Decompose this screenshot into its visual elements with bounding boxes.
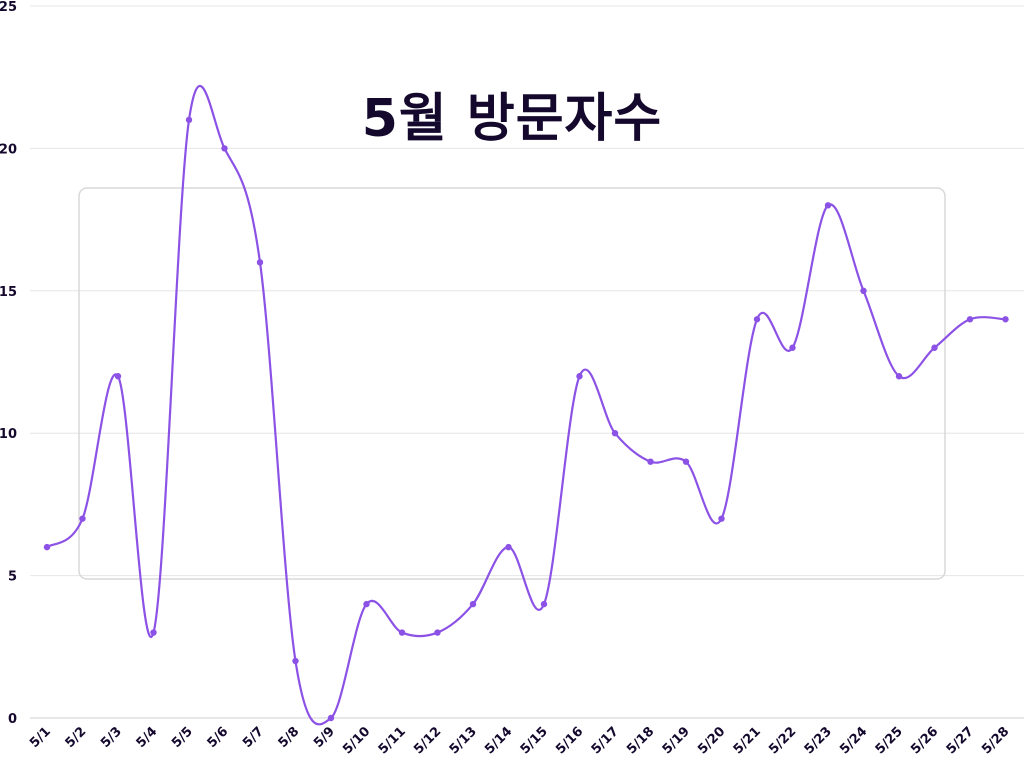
x-tick-label: 5/25 <box>873 724 906 757</box>
data-point <box>469 600 477 608</box>
series-line <box>46 85 1006 726</box>
x-tick-label: 5/23 <box>802 724 835 757</box>
data-points <box>43 116 1009 722</box>
data-point <box>576 373 583 380</box>
y-axis-tick-labels: 0 5 10 15 20 25 <box>0 0 17 727</box>
x-tick-label: 5/21 <box>731 724 764 757</box>
x-tick-label: 5/15 <box>518 724 551 757</box>
data-point <box>1002 316 1009 323</box>
data-point <box>150 629 157 636</box>
x-tick-label: 5/11 <box>376 724 409 757</box>
data-point <box>43 543 51 551</box>
data-point <box>434 629 441 636</box>
x-tick-label: 5/7 <box>240 724 267 751</box>
y-tick-label: 5 <box>8 570 17 585</box>
x-tick-label: 5/17 <box>589 724 622 757</box>
x-tick-label: 5/9 <box>311 724 338 751</box>
x-tick-label: 5/27 <box>944 724 977 757</box>
x-tick-label: 5/1 <box>27 724 54 751</box>
data-point <box>505 543 512 551</box>
data-point <box>256 259 264 266</box>
x-tick-label: 5/4 <box>134 724 161 751</box>
x-tick-label: 5/14 <box>482 724 515 757</box>
data-point <box>931 344 938 351</box>
data-point <box>647 458 654 465</box>
y-tick-label: 25 <box>0 0 17 15</box>
data-point <box>789 344 796 351</box>
data-point <box>966 316 974 323</box>
x-tick-label: 5/26 <box>908 724 941 757</box>
x-tick-label: 5/19 <box>660 724 693 757</box>
data-point <box>718 515 725 522</box>
x-tick-label: 5/5 <box>169 724 196 751</box>
x-tick-label: 5/12 <box>411 724 444 757</box>
x-tick-label: 5/20 <box>695 724 728 757</box>
data-point <box>327 714 335 722</box>
data-point <box>682 458 690 465</box>
x-tick-label: 5/8 <box>276 724 303 751</box>
x-tick-label: 5/16 <box>553 724 586 757</box>
data-point <box>292 657 299 665</box>
x-tick-label: 5/3 <box>98 724 125 751</box>
y-tick-label: 15 <box>0 285 17 300</box>
data-point <box>363 600 370 608</box>
gridlines <box>30 5 1024 719</box>
data-point <box>185 116 193 124</box>
x-tick-label: 5/22 <box>766 724 799 757</box>
y-tick-label: 0 <box>8 712 17 727</box>
x-tick-label: 5/28 <box>979 724 1012 757</box>
y-tick-label: 20 <box>0 142 17 157</box>
x-tick-label: 5/2 <box>63 724 90 751</box>
x-tick-label: 5/18 <box>624 724 657 757</box>
data-point <box>114 373 122 380</box>
y-tick-label: 10 <box>0 427 17 442</box>
data-point <box>753 316 761 323</box>
data-point <box>824 202 832 209</box>
x-axis-tick-labels: 5/1 5/2 5/3 5/4 5/5 5/6 5/7 5/8 5/9 5/10 5/11 5/12 5… <box>27 724 1012 757</box>
data-point <box>895 373 903 380</box>
highlight-box <box>78 187 946 580</box>
data-point <box>221 145 228 152</box>
data-point <box>540 600 548 608</box>
data-point <box>398 629 406 636</box>
x-tick-label: 5/6 <box>205 724 232 751</box>
data-point <box>611 430 619 437</box>
x-tick-label: 5/10 <box>340 724 373 757</box>
x-tick-label: 5/13 <box>447 724 480 757</box>
data-point <box>860 287 867 294</box>
x-tick-label: 5/24 <box>837 724 870 757</box>
data-point <box>79 515 86 522</box>
chart-title: 5월 방문자수 <box>361 89 663 149</box>
